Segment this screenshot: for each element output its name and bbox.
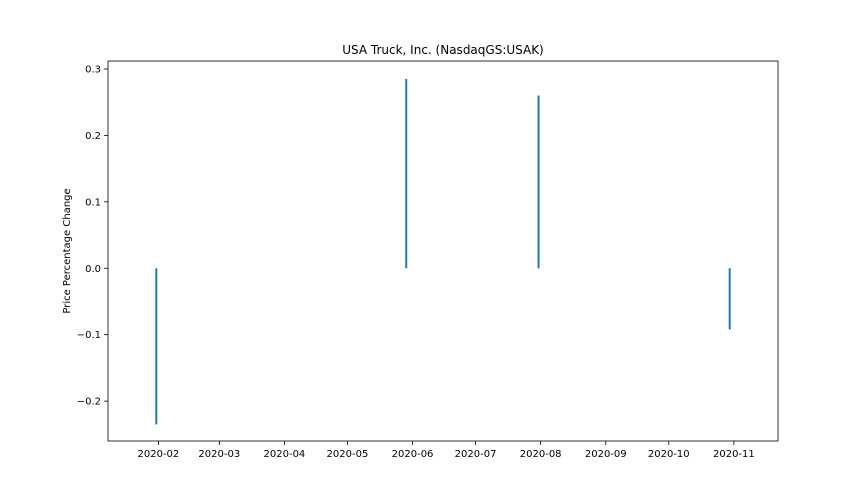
- y-tick-label: 0.0: [85, 264, 101, 275]
- bar: [728, 268, 731, 330]
- x-tick-label: 2020-02: [138, 449, 180, 460]
- x-tick-label: 2020-03: [198, 449, 240, 460]
- y-axis-label: Price Percentage Change: [62, 188, 73, 313]
- y-tick-label: 0.2: [85, 131, 101, 142]
- bars-layer: [155, 78, 731, 425]
- x-tick-label: 2020-10: [648, 449, 690, 460]
- x-tick-label: 2020-05: [327, 449, 369, 460]
- bar: [155, 268, 158, 425]
- x-tick-label: 2020-06: [392, 449, 434, 460]
- bar: [537, 95, 540, 269]
- x-tick-label: 2020-04: [264, 449, 306, 460]
- plot-frame: [107, 60, 779, 442]
- bar: [405, 78, 408, 269]
- y-tick-label: 0.1: [85, 197, 101, 208]
- chart-title: USA Truck, Inc. (NasdaqGS:USAK): [342, 43, 544, 57]
- x-ticks: 2020-02 2020-03 2020-04 2020-05 2020-06 2020-…: [138, 441, 755, 460]
- x-tick-label: 2020-07: [455, 449, 497, 460]
- x-tick-label: 2020-09: [585, 449, 627, 460]
- x-tick-label: 2020-08: [520, 449, 562, 460]
- y-tick-label: −0.1: [77, 330, 101, 341]
- y-tick-label: 0.3: [85, 64, 101, 75]
- y-ticks: −0.2 −0.1 0.0 0.1 0.2 0.3: [77, 64, 108, 408]
- x-tick-label: 2020-11: [713, 449, 755, 460]
- y-tick-label: −0.2: [77, 397, 101, 408]
